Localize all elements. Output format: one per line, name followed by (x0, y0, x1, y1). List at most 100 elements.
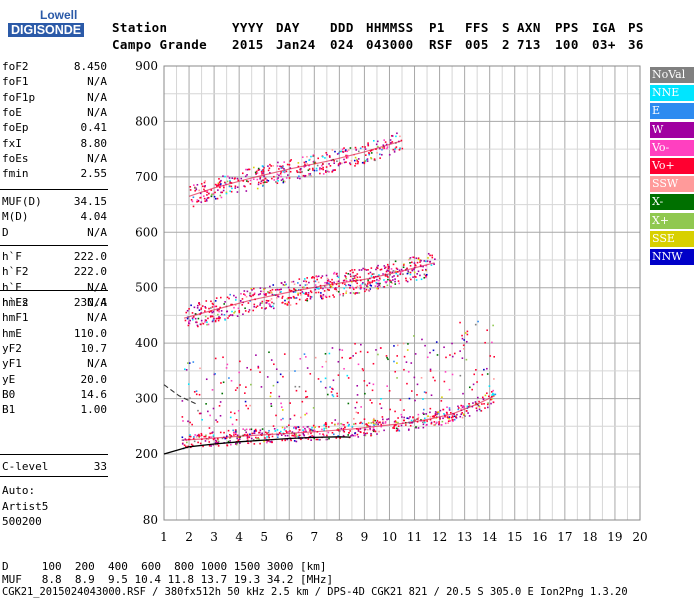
echo-point (306, 287, 308, 289)
echo-point (318, 287, 320, 290)
echo-point (280, 418, 282, 421)
echo-point (353, 275, 356, 277)
echo-point (331, 278, 333, 281)
echo-point (254, 171, 257, 174)
echo-point (301, 400, 304, 403)
param-name: C-level (2, 460, 49, 473)
echo-point (337, 164, 340, 167)
echo-point (287, 286, 290, 289)
echo-point (370, 157, 373, 160)
parameter-panel: foF2 8.450 foF1 N/A foF1p N/A foE N/A foEp 0.41 fx… (0, 0, 110, 540)
echo-point (227, 429, 230, 432)
legend-item: X- (650, 194, 694, 211)
echo-point (366, 425, 368, 427)
echo-point (285, 177, 288, 179)
echo-point (360, 421, 362, 424)
echo-point (255, 172, 258, 175)
echo-point (435, 422, 438, 425)
echo-point (275, 368, 278, 371)
echo-point (304, 279, 306, 282)
echo-point (294, 297, 297, 299)
echo-point (356, 276, 359, 279)
echo-point (236, 186, 239, 189)
echo-point (481, 373, 484, 376)
echo-point (328, 295, 331, 298)
echo-point (431, 254, 433, 257)
legend-item: Vo+ (650, 158, 694, 174)
echo-point (260, 180, 263, 183)
echo-point (467, 412, 469, 414)
echo-point (460, 413, 463, 416)
echo-point (326, 277, 329, 280)
param-row: h`F 222.0 (2, 250, 107, 264)
echo-point (416, 261, 419, 264)
echo-point (308, 159, 310, 161)
echo-point (371, 280, 374, 282)
echo-point (267, 291, 269, 293)
echo-point (407, 271, 410, 274)
echo-point (354, 165, 356, 167)
echo-point (325, 152, 328, 154)
echo-point (365, 423, 367, 426)
echo-point (181, 436, 184, 439)
echo-point (189, 185, 192, 188)
echo-point (202, 195, 205, 197)
echo-point (187, 420, 189, 423)
echo-point (265, 302, 268, 304)
echo-point (357, 161, 359, 163)
echo-point (354, 422, 357, 425)
echo-point (280, 402, 282, 405)
echo-point (326, 281, 328, 284)
legend-item: NNW (650, 249, 694, 265)
echo-point (414, 399, 416, 402)
echo-point (278, 174, 280, 177)
echo-point (233, 432, 235, 434)
echo-point (315, 291, 317, 294)
echo-point (277, 289, 280, 291)
echo-point (265, 299, 268, 302)
y-tick-label: 400 (135, 336, 158, 350)
echo-point (293, 283, 296, 286)
echo-point (283, 167, 285, 170)
echo-point (289, 304, 292, 306)
echo-point (410, 419, 413, 422)
echo-point (309, 290, 312, 293)
echo-point (342, 279, 345, 282)
echo-point (204, 315, 207, 318)
echo-point (294, 385, 297, 388)
echo-point (329, 165, 332, 167)
echo-point (349, 163, 352, 166)
echo-point (462, 344, 465, 347)
echo-point (375, 349, 377, 351)
echo-point (457, 408, 460, 411)
echo-point (395, 146, 398, 148)
echo-point (276, 296, 278, 299)
echo-point (298, 175, 300, 178)
param-name: h`F (2, 250, 22, 263)
echo-point (337, 163, 340, 165)
echo-point (394, 370, 397, 373)
echo-point (436, 411, 439, 414)
echo-point (422, 412, 425, 415)
echo-point (208, 441, 211, 443)
x-tick-label: 5 (260, 530, 268, 544)
echo-point (329, 386, 331, 388)
echo-point (307, 438, 310, 440)
echo-point (299, 171, 301, 174)
echo-point (324, 377, 327, 380)
echo-point (281, 439, 284, 442)
echo-point (395, 135, 397, 138)
echo-point (204, 180, 207, 182)
echo-point (461, 337, 464, 340)
echo-point (221, 191, 223, 194)
echo-point (368, 289, 371, 292)
echo-point (281, 426, 284, 429)
echo-point (487, 406, 489, 409)
echo-point (361, 283, 364, 285)
echo-point (422, 398, 424, 400)
echo-point (486, 367, 488, 370)
echo-point (257, 181, 260, 184)
echo-point (212, 193, 214, 196)
echo-point (337, 280, 340, 283)
echo-point (377, 264, 379, 267)
